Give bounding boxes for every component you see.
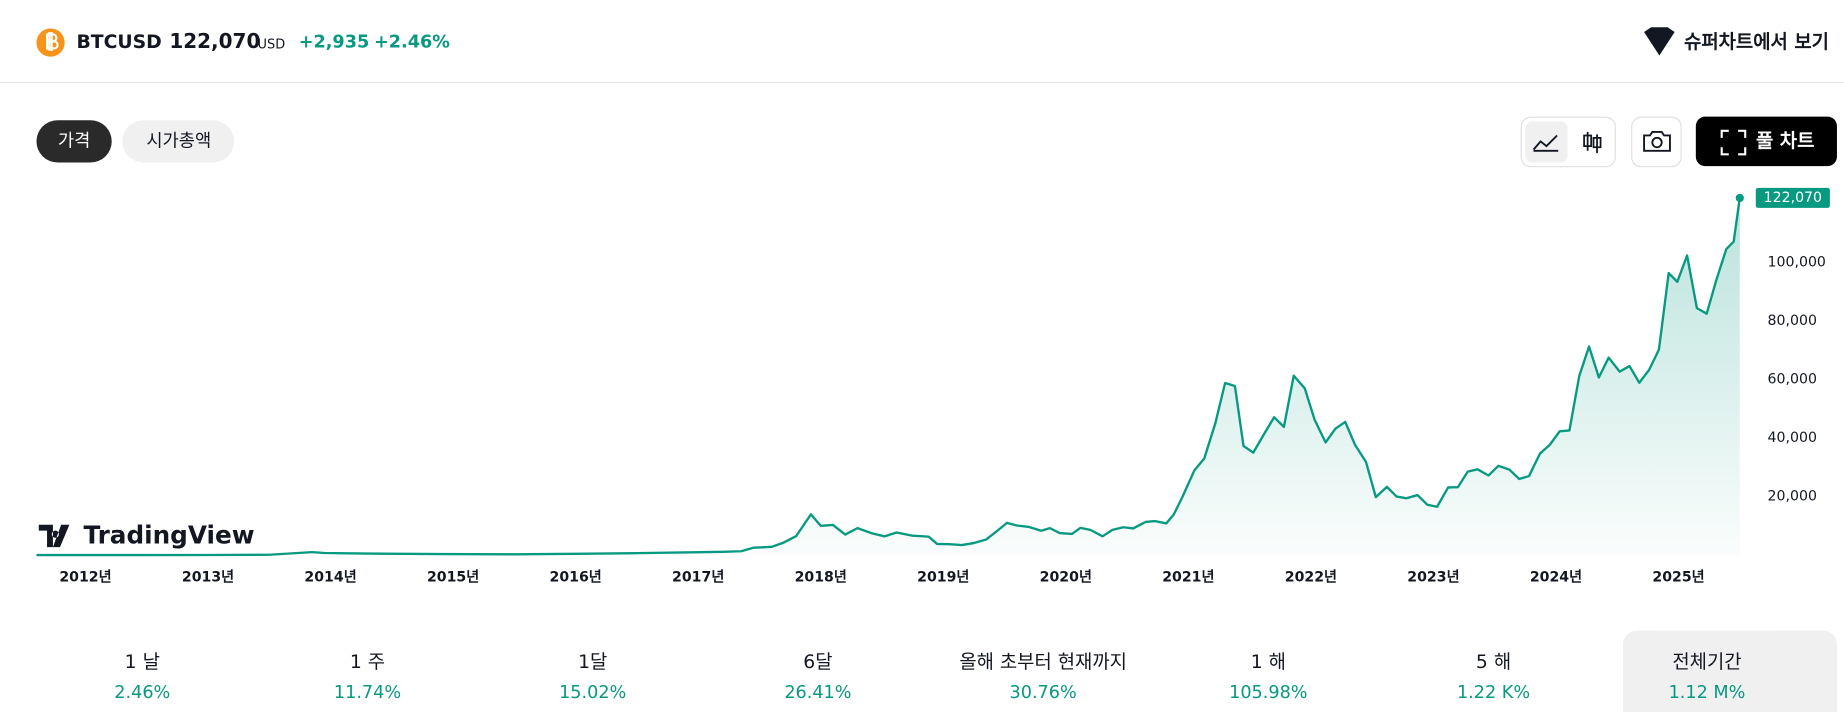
y-tick-label: 80,000 [1768, 313, 1817, 329]
change-percent: +2.46% [374, 33, 450, 53]
full-chart-button[interactable] [1695, 116, 1837, 167]
tab-market-cap-label[interactable]: 시가총액 [146, 130, 211, 151]
x-tick-label: 2019년 [917, 570, 969, 586]
x-tick-label: 2022년 [1285, 570, 1337, 586]
plot-area: 2012년 2013년 2014년 2015년 2016년 2017년 2018년 2019년… [36, 187, 1830, 586]
period-change: 1.22 K% [1457, 683, 1530, 703]
period-change: 1.12 M% [1669, 683, 1746, 703]
period-change: 2.46% [114, 683, 170, 703]
y-tick-label: 20,000 [1768, 489, 1817, 505]
snapshot-button[interactable] [1631, 116, 1682, 168]
x-tick-label: 2020년 [1040, 570, 1092, 586]
period-change: 26.41% [784, 683, 851, 703]
tab-market-cap[interactable] [122, 120, 235, 163]
selected-period-bg [1622, 630, 1837, 712]
area-fill [36, 197, 1740, 556]
period-change: 15.02% [559, 683, 626, 703]
performance-row: 1 날 2.46% 1 주 11.74% 1달 15.02% 6달 26.41% 올해 초부터 … [114, 651, 1745, 703]
x-tick-label: 2017년 [672, 570, 724, 586]
line-style-icon [1532, 134, 1559, 152]
line-style-button[interactable] [1525, 121, 1568, 163]
last-point [1735, 193, 1744, 203]
y-tick-label: 40,000 [1768, 430, 1817, 446]
x-tick-label: 2025년 [1652, 570, 1704, 586]
fullscreen-icon [1720, 129, 1747, 156]
period-label[interactable]: 올해 초부터 현재까지 [959, 651, 1127, 673]
price-tag [1755, 187, 1830, 208]
period-label[interactable]: 6달 [803, 651, 832, 673]
tradingview-logo-mark [38, 524, 70, 548]
camera-icon [1643, 131, 1671, 152]
period-change: 105.98% [1229, 683, 1307, 703]
period-change: 11.74% [334, 683, 401, 703]
y-tick-label: 60,000 [1768, 372, 1817, 388]
supercharts-link[interactable]: 슈퍼차트에서 보기 [1684, 31, 1829, 53]
tab-price[interactable] [36, 120, 112, 163]
x-tick-label: 2023년 [1407, 570, 1459, 586]
price: 122,070 [169, 29, 260, 53]
y-tick-label: 100,000 [1768, 254, 1826, 270]
period-change: 30.76% [1010, 683, 1077, 703]
tradingview-logo: TradingView [83, 521, 254, 550]
symbol[interactable]: BTCUSD [76, 32, 161, 53]
x-tick-label: 2018년 [795, 570, 847, 586]
x-tick-label: 2024년 [1530, 570, 1582, 586]
x-tick-label: 2021년 [1162, 570, 1214, 586]
period-label[interactable]: 1 주 [350, 652, 385, 673]
period-label[interactable]: 1 날 [125, 651, 160, 673]
change: +2,935 [299, 33, 370, 53]
supercharts-icon[interactable] [1644, 27, 1675, 56]
full-chart-label[interactable]: 풀 차트 [1756, 130, 1814, 152]
currency: USD [258, 37, 286, 52]
x-tick-label: 2014년 [304, 570, 356, 586]
candle-style-button[interactable] [1583, 131, 1602, 154]
bitcoin-icon [36, 28, 65, 57]
period-label[interactable]: 1 해 [1251, 651, 1286, 673]
x-tick-label: 2016년 [550, 570, 602, 586]
period-label[interactable]: 1달 [578, 651, 607, 673]
x-tick-label: 2013년 [182, 570, 234, 586]
period-label[interactable]: 전체기간 [1672, 651, 1741, 673]
period-label[interactable]: 5 해 [1476, 651, 1511, 673]
price-line [36, 197, 1741, 557]
x-tick-label: 2012년 [59, 570, 111, 586]
bitcoin-glyph [45, 32, 59, 51]
x-tick-label: 2015년 [427, 570, 479, 586]
camera-lens [1651, 136, 1663, 149]
price-tag-label: 122,070 [1764, 190, 1822, 206]
tab-price-label[interactable]: 가격 [58, 130, 90, 151]
